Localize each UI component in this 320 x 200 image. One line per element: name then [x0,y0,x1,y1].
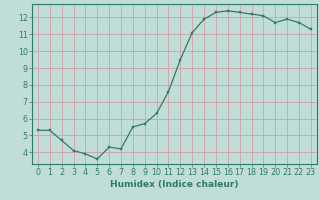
X-axis label: Humidex (Indice chaleur): Humidex (Indice chaleur) [110,180,239,189]
